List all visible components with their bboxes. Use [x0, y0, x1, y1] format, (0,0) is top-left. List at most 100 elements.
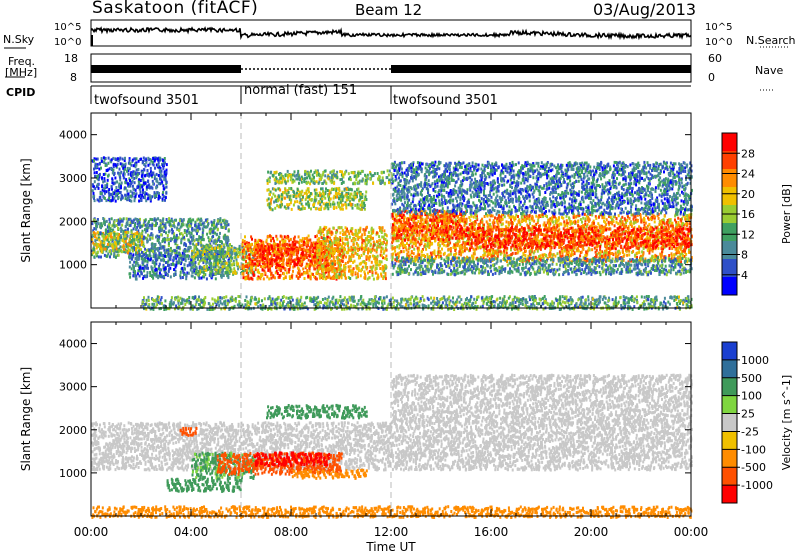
heatmap-cell	[120, 234, 122, 237]
heatmap-cell	[152, 237, 154, 240]
heatmap-cell	[136, 235, 138, 238]
heatmap-cell	[129, 276, 131, 279]
heatmap-cell	[142, 277, 144, 280]
heatmap-cell	[136, 238, 138, 241]
heatmap-cell	[107, 243, 109, 246]
heatmap-cell	[141, 257, 143, 260]
heatmap-cell	[172, 262, 174, 265]
heatmap-cell	[245, 252, 247, 255]
heatmap-cell	[147, 223, 149, 226]
heatmap-cell	[203, 266, 205, 269]
heatmap-cell	[117, 236, 119, 239]
heatmap-cell	[188, 272, 190, 275]
heatmap-cell	[198, 225, 200, 228]
heatmap-cell	[104, 221, 106, 224]
heatmap-cell	[194, 221, 196, 224]
heatmap-cell	[102, 244, 104, 247]
heatmap-cell	[172, 230, 174, 233]
heatmap-cell	[169, 230, 171, 233]
heatmap-cell	[129, 266, 131, 269]
heatmap-cell	[152, 267, 154, 270]
heatmap-cell	[159, 242, 161, 245]
heatmap-cell	[135, 218, 137, 221]
heatmap-cell	[121, 250, 123, 253]
heatmap-cell	[182, 234, 184, 237]
heatmap-cell	[95, 224, 97, 227]
heatmap-cell	[196, 238, 198, 241]
heatmap-cell	[130, 235, 132, 238]
heatmap-cell	[188, 224, 190, 227]
heatmap-cell	[217, 220, 219, 223]
heatmap-cell	[222, 273, 224, 276]
heatmap-cell	[176, 227, 178, 230]
heatmap-cell	[214, 268, 216, 271]
heatmap-cell	[195, 271, 197, 274]
heatmap-cell	[224, 255, 226, 258]
heatmap-cell	[189, 234, 191, 237]
heatmap-cell	[144, 248, 146, 251]
heatmap-cell	[93, 248, 95, 251]
heatmap-cell	[210, 265, 212, 268]
heatmap-cell	[126, 223, 128, 226]
heatmap-cell	[165, 227, 167, 230]
heatmap-cell	[135, 257, 137, 260]
heatmap-cell	[187, 250, 189, 253]
heatmap-cell	[210, 251, 212, 254]
heatmap-cell	[129, 261, 131, 264]
heatmap-cell	[229, 243, 231, 246]
heatmap-cell	[154, 255, 156, 258]
heatmap-cell	[132, 250, 134, 253]
heatmap-cell	[139, 221, 141, 224]
heatmap-cell	[128, 218, 130, 221]
heatmap-cell	[125, 240, 127, 243]
heatmap-cell	[189, 246, 191, 249]
heatmap-cell	[190, 242, 192, 245]
heatmap-cell	[222, 219, 224, 222]
heatmap-cell	[157, 247, 159, 250]
heatmap-cell	[206, 225, 208, 228]
heatmap-cell	[201, 259, 203, 262]
heatmap-cell	[139, 267, 141, 270]
heatmap-cell	[181, 223, 183, 226]
heatmap-cell	[203, 238, 205, 241]
heatmap-cell	[191, 252, 193, 255]
heatmap-cell	[93, 231, 95, 234]
heatmap-cell	[110, 242, 112, 245]
heatmap-cell	[219, 232, 221, 235]
heatmap-cell	[180, 239, 182, 242]
heatmap-cell	[197, 229, 199, 232]
heatmap-cell	[191, 271, 193, 274]
heatmap-cell	[104, 254, 106, 257]
heatmap-cell	[139, 275, 141, 278]
heatmap-cell	[200, 244, 202, 247]
heatmap-cell	[149, 224, 151, 227]
heatmap-cell	[230, 251, 232, 254]
heatmap-cell	[97, 231, 99, 234]
heatmap-cell	[143, 236, 145, 239]
heatmap-cell	[232, 271, 234, 274]
heatmap-cell	[216, 233, 218, 236]
heatmap-cell	[167, 234, 169, 237]
heatmap-cell	[158, 256, 160, 259]
heatmap-cell	[145, 218, 147, 221]
heatmap-cell	[112, 249, 114, 252]
heatmap-cell	[193, 255, 195, 258]
heatmap-cell	[101, 250, 103, 253]
heatmap-cell	[138, 224, 140, 227]
heatmap-cell	[214, 259, 216, 262]
heatmap-cell	[102, 235, 104, 238]
heatmap-cell	[136, 278, 138, 281]
heatmap-cell	[189, 264, 191, 267]
heatmap-cell	[133, 261, 135, 264]
heatmap-cell	[212, 235, 214, 238]
heatmap-cell	[170, 275, 172, 278]
heatmap-cell	[141, 241, 143, 244]
heatmap-cell	[185, 277, 187, 280]
heatmap-cell	[158, 267, 160, 270]
heatmap-cell	[169, 223, 171, 226]
heatmap-cell	[127, 231, 129, 234]
heatmap-cell	[183, 267, 185, 270]
heatmap-cell	[206, 277, 208, 280]
heatmap-cell	[186, 229, 188, 232]
heatmap-cell	[141, 272, 143, 275]
